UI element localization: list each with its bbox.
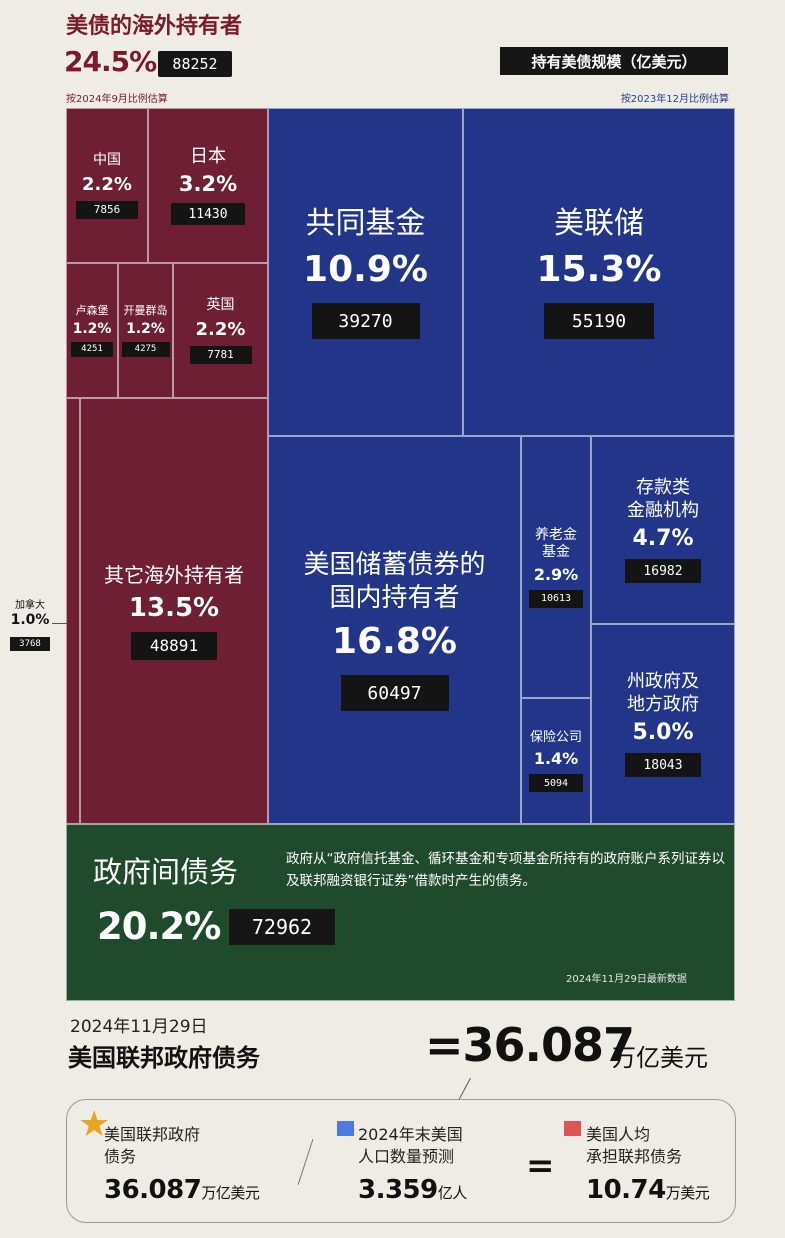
total-value: =36.087 (425, 1018, 635, 1072)
cell-pct: 3.2% (178, 172, 238, 197)
cell-pct: 1.2% (72, 320, 112, 337)
cell-value: 7781 (189, 345, 252, 364)
star-icon: ★ (78, 1104, 111, 1145)
cell-name: 共同基金 (305, 205, 426, 241)
cell-pct: 2.9% (533, 564, 579, 584)
summary-per-value: 10.74万美元 (586, 1175, 710, 1205)
cell-name: 州政府及 地方政府 (627, 671, 699, 715)
summary-per-label: 美国人均 承担联邦债务 (586, 1125, 683, 1166)
cell-value: 16982 (625, 559, 701, 583)
total-unit: 万亿美元 (612, 1044, 708, 1072)
cell-name: 养老金 基金 (535, 526, 577, 561)
cell-pct: 15.3% (536, 249, 662, 291)
intragov-value: 72962 (229, 909, 335, 945)
foreign-total-value: 88252 (158, 51, 232, 77)
treemap-cell-other-foreign: 其它海外持有者 13.5% 48891 (80, 398, 268, 824)
treemap-cell-domestic-savings: 美国储蓄债券的 国内持有者 16.8% 60497 (268, 436, 521, 824)
intragov-pct: 20.2% (97, 905, 221, 948)
blue-square-icon (337, 1121, 354, 1136)
cell-pct: 1.2% (126, 320, 165, 337)
summary-pop-value: 3.359亿人 (358, 1175, 467, 1205)
cell-value: 39270 (311, 303, 420, 340)
cell-name: 英国 (206, 297, 235, 314)
treemap-cell-mutual-funds: 共同基金 10.9% 39270 (268, 108, 463, 436)
treemap-cell-luxembourg: 卢森堡 1.2% 4251 (66, 263, 118, 398)
cell-value: 5094 (529, 774, 583, 793)
cell-name: 美国储蓄债券的 国内持有者 (303, 550, 486, 613)
cell-pct: 10.9% (303, 249, 428, 291)
treemap-cell-japan: 日本 3.2% 11430 (148, 108, 268, 263)
cell-pct: 2.2% (82, 173, 132, 195)
treemap-cell-uk: 英国 2.2% 7781 (173, 263, 268, 398)
canada-pointer (52, 623, 68, 624)
cell-name: 美联储 (554, 205, 644, 241)
cell-value: 11430 (171, 203, 245, 226)
treemap-cell-intragov: 政府间债务 20.2% 72962 (66, 824, 735, 1001)
treemap-cell-cayman: 开曼群岛 1.2% 4275 (118, 263, 173, 398)
treemap-cell-fed: 美联储 15.3% 55190 (463, 108, 735, 436)
intragov-name: 政府间债务 (93, 855, 239, 889)
treemap-cell-depository: 存款类 金融机构 4.7% 16982 (591, 436, 735, 624)
cell-value: 10613 (529, 589, 583, 608)
legend-unit-box: 持有美债规模（亿美元） (500, 47, 728, 75)
data-date-note: 2024年11月29日最新数据 (566, 974, 687, 985)
total-date: 2024年11月29日 (70, 1017, 208, 1037)
cell-name: 保险公司 (529, 729, 582, 745)
summary-debt-value: 36.087万亿美元 (104, 1175, 260, 1205)
cell-name: 卢森堡 (75, 304, 109, 318)
note-right: 按2023年12月比例估算 (620, 94, 729, 105)
treemap: 中国 2.2% 7856 日本 3.2% 11430 卢森堡 1.2% 4251 开曼群岛 1.2%… (66, 108, 735, 1001)
cell-pct: 16.8% (332, 621, 457, 662)
chart-title: 美债的海外持有者 (66, 14, 243, 39)
treemap-cell-state-local: 州政府及 地方政府 5.0% 18043 (591, 624, 735, 824)
cell-value: 4251 (71, 341, 113, 357)
canada-pct: 1.0% (10, 612, 50, 628)
cell-pct: 13.5% (128, 592, 220, 623)
cell-name: 其它海外持有者 (104, 562, 244, 587)
cell-pct: 2.2% (195, 318, 246, 340)
total-pointer-line (458, 1077, 471, 1100)
cell-name: 开曼群岛 (123, 304, 168, 318)
treemap-cell-china: 中国 2.2% 7856 (66, 108, 148, 263)
canada-value: 3768 (10, 637, 50, 651)
red-square-icon (564, 1121, 581, 1136)
cell-pct: 1.4% (533, 749, 579, 769)
note-left: 按2024年9月比例估算 (66, 94, 168, 105)
treemap-cell-insurance: 保险公司 1.4% 5094 (521, 698, 591, 824)
treemap-cell-pension: 养老金 基金 2.9% 10613 (521, 436, 591, 698)
intragov-description: 政府从“政府信托基金、循环基金和专项基金所持有的政府账户系列证券以及联邦融资银行… (286, 851, 725, 889)
canada-name: 加拿大 (15, 600, 45, 611)
equals-sign: = (526, 1146, 555, 1186)
cell-value: 7856 (76, 200, 138, 219)
cell-pct: 4.7% (632, 526, 694, 551)
total-label: 美国联邦政府债务 (68, 1044, 260, 1072)
cell-pct: 5.0% (632, 720, 694, 745)
cell-value: 60497 (340, 675, 449, 711)
cell-name: 日本 (190, 145, 226, 167)
summary-debt-label: 美国联邦政府 债务 (104, 1125, 201, 1166)
cell-value: 4275 (121, 341, 170, 357)
summary-panel (66, 1099, 736, 1223)
cell-value: 55190 (544, 303, 654, 340)
cell-name: 存款类 金融机构 (627, 477, 699, 521)
foreign-total-pct: 24.5% (64, 45, 157, 78)
summary-pop-label: 2024年末美国 人口数量预测 (358, 1125, 463, 1166)
cell-name: 中国 (93, 152, 121, 169)
cell-value: 48891 (131, 631, 217, 660)
treemap-cell-canada (66, 398, 80, 824)
cell-value: 18043 (625, 753, 701, 777)
